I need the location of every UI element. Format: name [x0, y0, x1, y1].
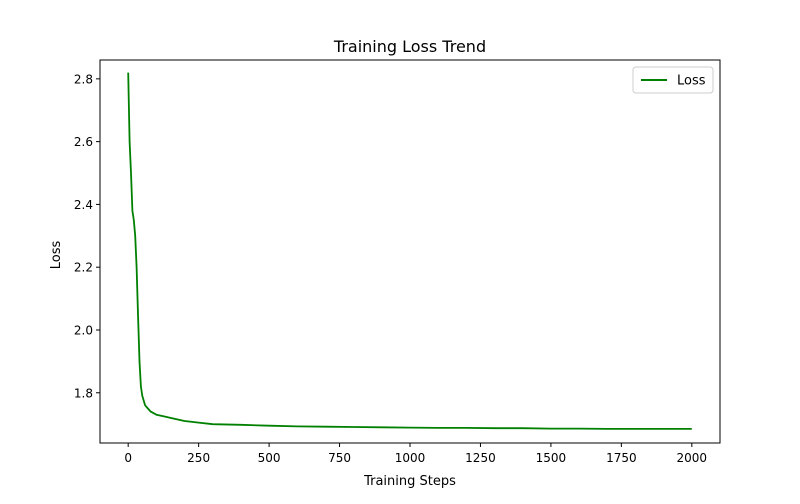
- x-axis-label: Training Steps: [363, 474, 456, 489]
- series-layer: [127, 72, 692, 430]
- y-tick-label: 1.8: [74, 386, 93, 400]
- series-line-loss: [127, 72, 692, 430]
- x-tick-label: 750: [328, 451, 351, 465]
- x-tick-label: 0: [124, 451, 132, 465]
- y-tick-label: 2.6: [74, 135, 93, 149]
- y-tick-label: 2.0: [74, 323, 93, 337]
- y-tick-label: 2.2: [74, 261, 93, 275]
- y-tick-label: 2.8: [74, 72, 93, 86]
- x-tick-label: 250: [187, 451, 210, 465]
- x-tick-label: 1750: [606, 451, 637, 465]
- legend-box: [632, 66, 714, 94]
- x-axis-ticks: 0 250 500 750 1000 1250 1500 1750 2000: [124, 443, 707, 465]
- x-tick-label: 1250: [465, 451, 496, 465]
- y-axis-ticks: 1.8 2.0 2.2 2.4 2.6 2.8: [74, 72, 100, 400]
- chart-title: Training Loss Trend: [333, 37, 486, 56]
- y-tick-label: 2.4: [74, 198, 93, 212]
- legend: Loss: [632, 66, 714, 94]
- x-tick-label: 500: [258, 451, 281, 465]
- x-tick-label: 1500: [536, 451, 567, 465]
- x-tick-label: 1000: [395, 451, 426, 465]
- plot-area-frame: [99, 59, 721, 444]
- x-tick-label: 2000: [677, 451, 708, 465]
- legend-label-loss: Loss: [677, 74, 706, 89]
- y-axis-label: Loss: [49, 241, 64, 270]
